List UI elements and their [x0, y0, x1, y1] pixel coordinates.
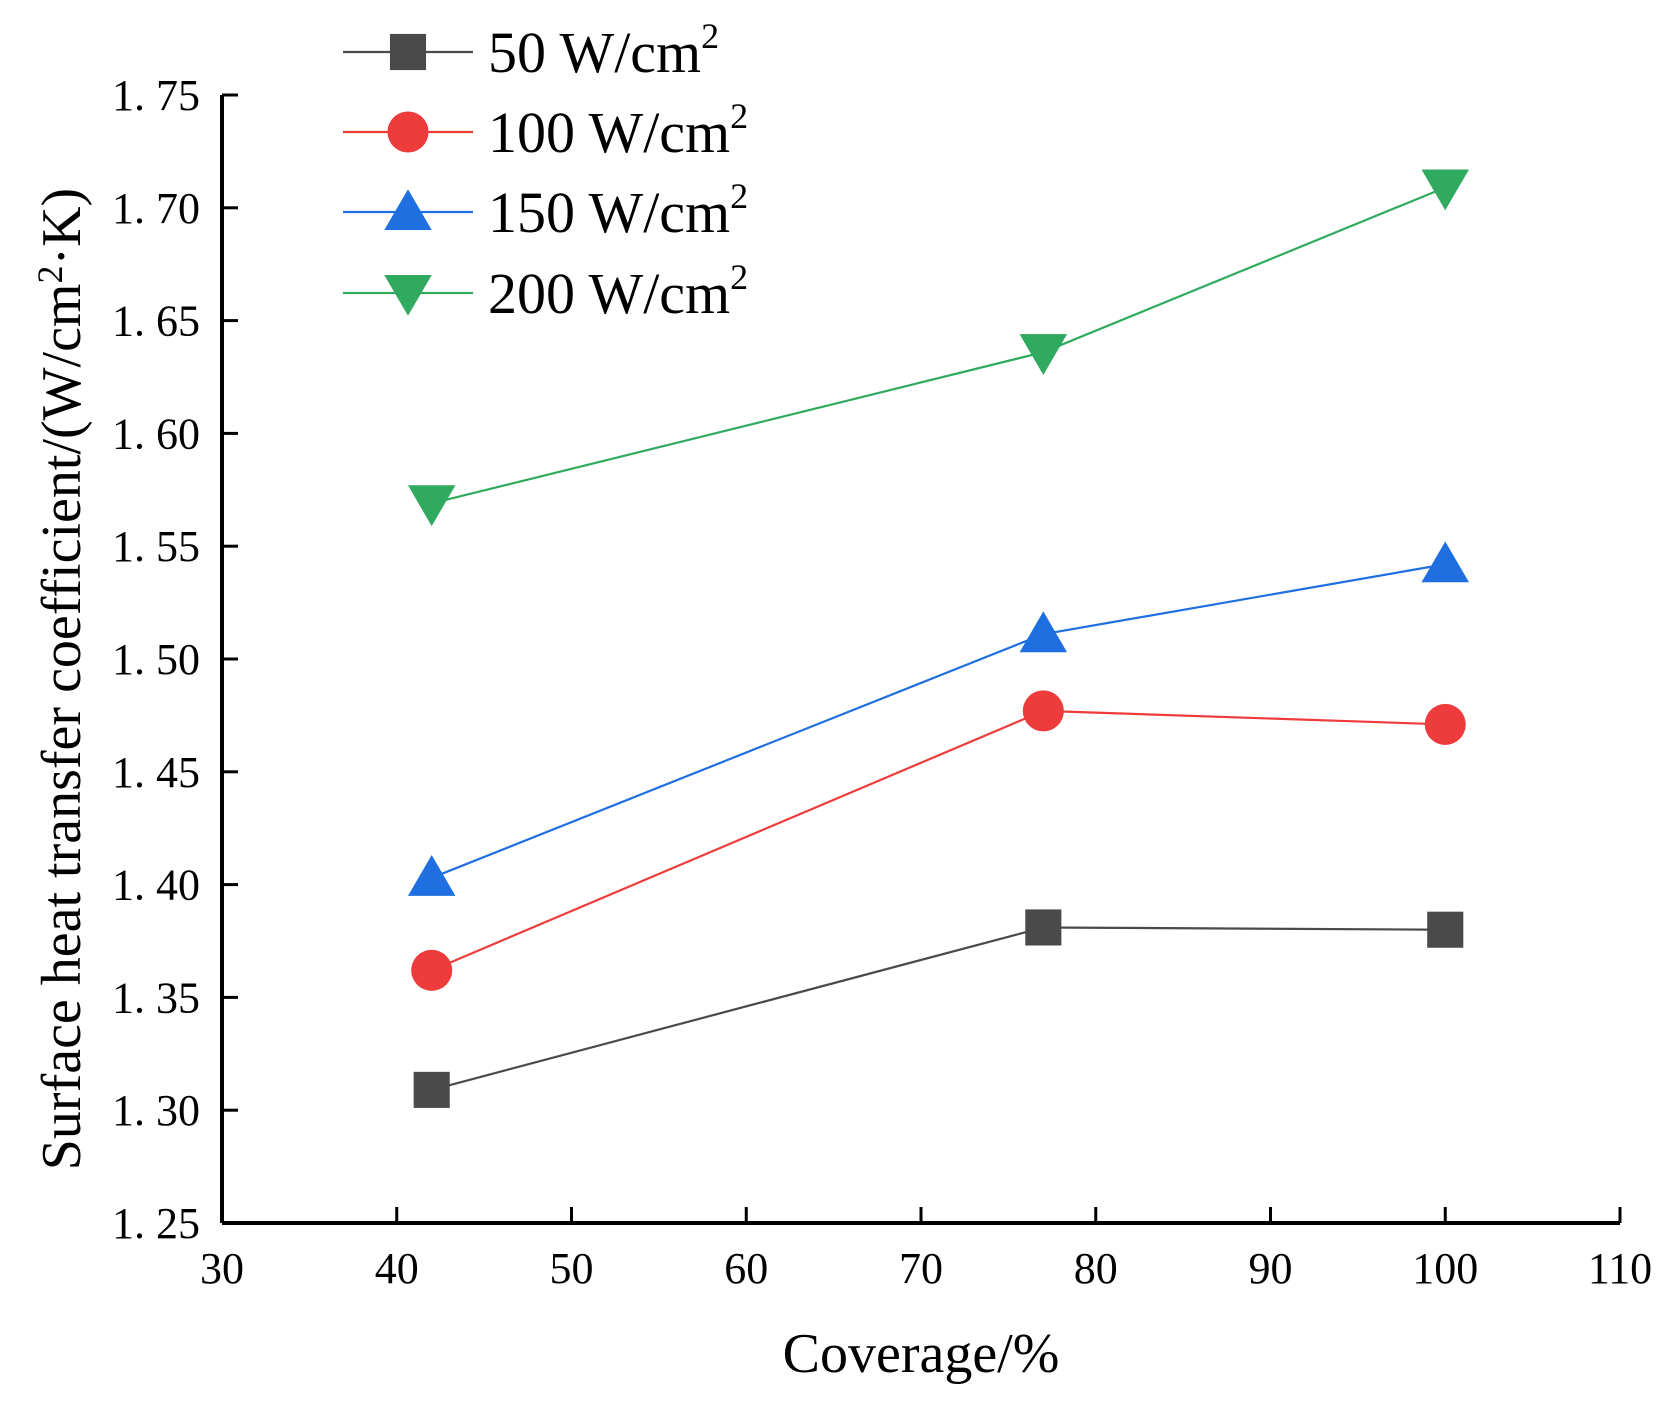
legend-item: 200 W/cm2 [343, 257, 748, 326]
legend-label-sup: 2 [730, 257, 748, 297]
y-axis-title-tail: ·K) [31, 188, 93, 266]
y-tick-label: 1. 45 [112, 748, 200, 797]
data-point [1019, 611, 1068, 653]
legend-marker [384, 274, 432, 316]
y-tick-label: 1. 35 [112, 973, 200, 1022]
legend-label-sup: 2 [701, 16, 719, 56]
x-tick-label: 110 [1588, 1244, 1652, 1293]
series-layer [407, 169, 1469, 1108]
x-tick-label: 80 [1074, 1244, 1118, 1293]
x-tick-label: 50 [550, 1244, 594, 1293]
y-axis-title-main: Surface heat transfer coefficient/(W/cm [31, 284, 93, 1171]
y-axis-title: Surface heat transfer coefficient/(W/cm2… [30, 188, 93, 1170]
series-3 [407, 169, 1469, 527]
data-point [1421, 541, 1469, 583]
axes: 30 40 50 60 70 80 90 100 110 1. 25 1. 30 1. 35 1. 40… [112, 71, 1652, 1293]
y-tick-label: 1. 65 [112, 297, 200, 346]
x-axis-title: Coverage/% [783, 1323, 1060, 1385]
data-point [411, 949, 453, 991]
data-point [407, 485, 456, 527]
x-tick-label: 100 [1412, 1244, 1478, 1293]
legend-label: 200 W/cm2 [488, 257, 748, 326]
legend-label: 150 W/cm2 [488, 176, 748, 245]
series-line [431, 926, 1446, 1091]
data-point [1025, 909, 1062, 946]
data-point [1421, 169, 1469, 211]
legend: 50 W/cm2 100 W/cm2 150 W/cm2 200 W/cm2 [343, 16, 748, 326]
legend-marker [387, 111, 429, 153]
data-point [1427, 911, 1464, 948]
x-tick-label: 90 [1249, 1244, 1293, 1293]
legend-label-sup: 2 [730, 176, 748, 216]
legend-label-sup: 2 [730, 96, 748, 136]
legend-marker [389, 33, 427, 71]
y-tick-label: 1. 70 [112, 184, 200, 233]
y-tick-label: 1. 30 [112, 1086, 200, 1135]
x-tick-label: 60 [724, 1244, 768, 1293]
y-tick-label: 1. 25 [112, 1199, 200, 1248]
data-point [1424, 703, 1466, 745]
legend-label: 50 W/cm2 [488, 16, 719, 85]
legend-marker [384, 189, 432, 231]
series-line [431, 563, 1446, 879]
legend-item: 100 W/cm2 [343, 96, 748, 165]
series-line [431, 709, 1446, 972]
series-0 [413, 909, 1464, 1108]
y-tick-label: 1. 60 [112, 409, 200, 458]
y-tick-label: 1. 40 [112, 861, 200, 910]
legend-item: 50 W/cm2 [343, 16, 719, 85]
x-tick-label: 70 [899, 1244, 943, 1293]
data-point [413, 1071, 450, 1108]
x-tick-label: 30 [200, 1244, 244, 1293]
series-2 [407, 541, 1469, 896]
legend-label: 100 W/cm2 [488, 96, 748, 165]
legend-item: 150 W/cm2 [343, 176, 748, 245]
data-point [1022, 690, 1064, 732]
y-axis-title-sup: 2 [30, 266, 70, 284]
x-tick-label: 40 [375, 1244, 419, 1293]
data-point [1019, 334, 1068, 375]
y-tick-label: 1. 75 [112, 71, 200, 120]
y-tick-label: 1. 50 [112, 635, 200, 684]
series-1 [411, 690, 1466, 991]
y-tick-label: 1. 55 [112, 522, 200, 571]
data-point [407, 855, 456, 896]
